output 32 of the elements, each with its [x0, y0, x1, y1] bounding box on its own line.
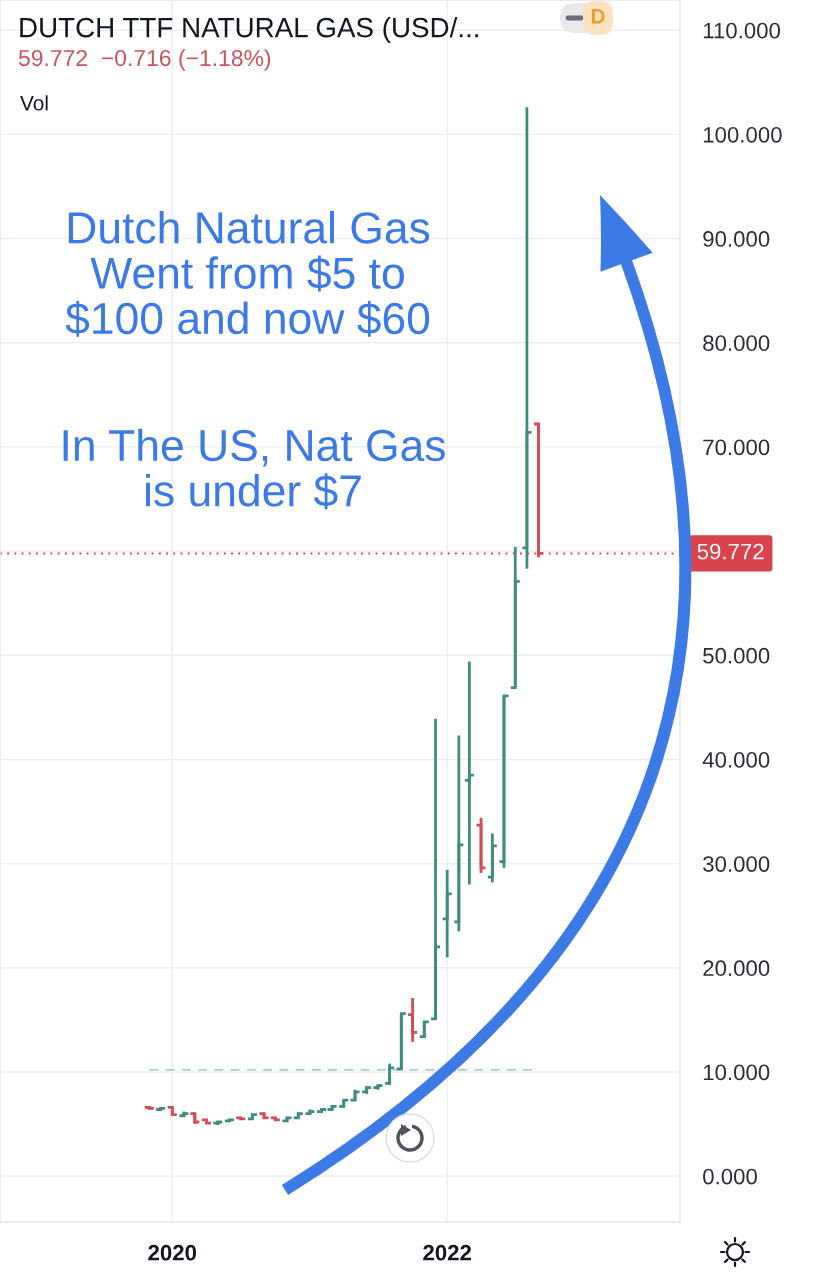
y-tick-label: 20.000	[703, 960, 770, 977]
y-tick-label: 0.000	[703, 1168, 757, 1185]
y-tick-label: 110.000	[703, 22, 781, 39]
candlestick	[509, 545, 522, 689]
text: DUTCH TTF NATURAL GAS (USD/...	[20, 17, 478, 43]
y-tick-label: 90.000	[703, 231, 770, 247]
candlestick	[463, 660, 476, 886]
y-tick-label: 40.000	[702, 751, 770, 768]
candlestick	[406, 996, 419, 1044]
candlestick	[452, 734, 465, 933]
text: 59.772 −0.716 (−1.18%)	[18, 49, 271, 71]
candlestick	[383, 1062, 396, 1086]
candlestick	[498, 694, 510, 870]
candlestick	[486, 832, 499, 884]
annotation: D	[591, 9, 605, 24]
y-tick-label: 70.000	[703, 439, 770, 456]
annotation: In The US, Nat Gas is under $7	[63, 428, 445, 510]
annotation: Vol	[20, 95, 48, 111]
y-tick-label: 10.000	[703, 1064, 770, 1081]
candlestick	[521, 105, 533, 571]
y-tick-label: 80.000	[703, 335, 770, 352]
y-tick-label: 100.000	[703, 126, 782, 143]
candlestick	[395, 1012, 408, 1072]
candlestick	[475, 816, 487, 875]
candlestick	[441, 868, 454, 959]
annotation: Dutch Natural Gas Went from $5 to $100 and now $60	[65, 210, 430, 337]
ref-line-label: 59.772	[697, 543, 764, 560]
x-tick-label: 2022	[423, 1244, 472, 1261]
x-tick-label: 2020	[148, 1244, 197, 1261]
y-tick-label: 30.000	[703, 856, 770, 872]
candlestick	[429, 717, 442, 1021]
y-tick-label: 50.000	[703, 647, 770, 664]
